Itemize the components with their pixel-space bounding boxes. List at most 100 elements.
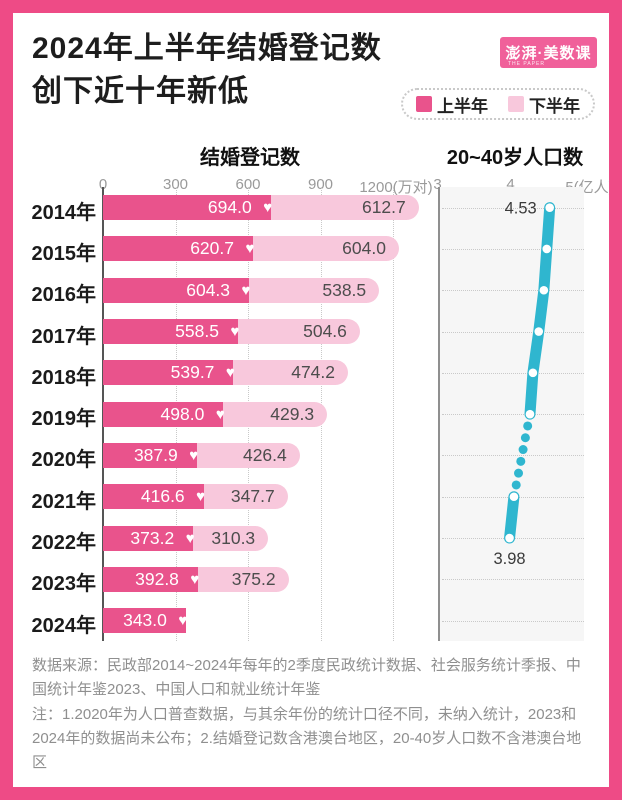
estimated-dot-icon <box>520 433 530 443</box>
right-gridline <box>441 290 584 292</box>
publisher-logo: 澎湃·美数课 THE PAPER <box>500 37 597 68</box>
bar-value-second-half: 474.2 <box>291 362 336 383</box>
year-label-2018: 2018年 <box>31 366 97 389</box>
bar-value-first-half: 387.9 <box>133 444 178 465</box>
right-gridline <box>441 331 584 333</box>
heart-icon: ♥ <box>215 405 225 423</box>
data-source-text: 数据来源：民政部2014~2024年每年的2季度民政统计数据、社会服务统计季报、… <box>32 657 581 699</box>
bar-first-half: 392.8 <box>103 566 198 592</box>
left-chart-title: 结婚登记数 <box>200 147 300 169</box>
data-point-marker <box>525 409 534 419</box>
bar-value-first-half: 343.0 <box>123 610 167 631</box>
bar-value-first-half: 620.7 <box>190 238 234 259</box>
bar-value-first-half: 373.2 <box>130 527 175 548</box>
axis-tick-label: 3 <box>433 176 442 193</box>
right-gridline <box>441 455 584 457</box>
year-label-2022: 2022年 <box>31 532 97 555</box>
right-gridline <box>441 372 584 374</box>
axis-tick-label: 600 <box>235 176 261 193</box>
bar-first-half: 416.6 <box>103 484 204 510</box>
legend-item-0: 上半年 <box>416 92 488 117</box>
bar-first-half: 558.5 <box>103 319 238 345</box>
data-point-marker <box>544 203 554 212</box>
right-chart-title: 20~40岁人口数 <box>446 147 584 169</box>
left-axis-line <box>101 187 104 642</box>
bar-value-second-half: 426.4 <box>242 444 287 465</box>
year-label-2019: 2019年 <box>31 408 97 431</box>
bar-value-second-half: 612.7 <box>361 197 406 218</box>
year-label-2024: 2024年 <box>31 614 97 637</box>
population-chart-panel <box>437 187 584 642</box>
bar-value-first-half: 604.3 <box>186 279 231 300</box>
data-point-marker <box>509 492 518 502</box>
bar-value-first-half: 694.0 <box>207 197 252 218</box>
data-point-marker <box>539 285 548 295</box>
bar-second-half: 347.7 <box>203 484 288 510</box>
year-label-2023: 2023年 <box>31 573 97 596</box>
estimated-dot-icon <box>513 468 523 478</box>
bar-second-half: 429.3 <box>223 401 328 427</box>
estimated-dot-icon <box>518 445 528 455</box>
bar-first-half: 498.0 <box>103 401 224 427</box>
bar-value-first-half: 392.8 <box>135 568 179 589</box>
heart-icon: ♥ <box>178 612 188 630</box>
heart-icon: ♥ <box>185 529 195 547</box>
bar-value-second-half: 504.6 <box>303 321 347 342</box>
publisher-logo-text: 澎湃·美数课 <box>505 45 592 62</box>
bar-value-first-half: 539.7 <box>170 362 215 383</box>
right-gridline <box>441 414 584 416</box>
last-point-label: 3.98 <box>493 550 525 568</box>
axis-tick-label: 300 <box>162 176 189 193</box>
bar-second-half: 612.7 <box>270 195 419 221</box>
heart-icon: ♥ <box>190 570 200 588</box>
data-point-marker <box>533 327 543 336</box>
right-gridline <box>441 579 584 581</box>
right-gridline <box>441 620 584 622</box>
right-gridline <box>441 207 584 209</box>
first-point-label: 4.53 <box>504 200 536 218</box>
legend-swatch-icon <box>416 96 432 112</box>
data-point-marker <box>528 368 537 378</box>
heart-icon: ♥ <box>189 446 199 464</box>
heart-icon: ♥ <box>196 488 206 506</box>
bar-first-half: 387.9 <box>103 442 197 468</box>
legend-item-label: 下半年 <box>529 96 580 116</box>
chart-legend: 上半年 下半年 <box>401 88 595 120</box>
axis-tick-label: 900 <box>307 176 334 193</box>
footnote-text: 注：1.2020年为人口普查数据，与其余年份的统计口径不同，未纳入统计，2023… <box>32 705 582 772</box>
estimated-dot-icon <box>515 456 525 466</box>
year-label-2016: 2016年 <box>31 284 97 307</box>
bar-first-half: 604.3 <box>103 277 250 303</box>
right-gridline <box>441 248 584 250</box>
estimated-dot-icon <box>511 480 521 490</box>
data-point-marker <box>541 244 551 254</box>
population-line-segment <box>503 491 519 544</box>
bar-first-half: 620.7 <box>103 236 253 262</box>
population-line-segment <box>523 202 555 420</box>
bar-value-second-half: 604.0 <box>342 238 386 259</box>
bar-value-second-half: 310.3 <box>211 527 256 548</box>
bar-value-first-half: 416.6 <box>140 486 185 507</box>
page-title-line2: 创下近十年新低 <box>32 75 249 108</box>
bar-value-first-half: 498.0 <box>160 403 205 424</box>
bar-first-half: 539.7 <box>103 360 234 386</box>
year-label-2021: 2021年 <box>31 490 97 513</box>
bar-first-half: 694.0 <box>103 195 271 221</box>
legend-item-label: 上半年 <box>437 96 488 116</box>
bar-value-second-half: 538.5 <box>322 279 367 300</box>
year-label-2014: 2014年 <box>31 201 97 224</box>
bar-first-half: 343.0 <box>103 608 186 634</box>
year-label-2015: 2015年 <box>31 242 97 265</box>
population-line-chart: 4.53 3.98 <box>493 200 555 568</box>
legend-item-1: 下半年 <box>508 92 580 117</box>
bar-value-second-half: 347.7 <box>230 486 275 507</box>
axis-tick-label: 0 <box>98 176 108 193</box>
bar-second-half: 426.4 <box>196 442 300 468</box>
data-point-marker <box>504 533 514 543</box>
footer-notes: 数据来源：民政部2014~2024年每年的2季度民政统计数据、社会服务统计季报、… <box>32 654 594 775</box>
heart-icon: ♥ <box>263 199 273 217</box>
legend-swatch-icon <box>508 96 524 112</box>
bar-second-half: 604.0 <box>253 236 399 262</box>
heart-icon: ♥ <box>225 364 235 382</box>
